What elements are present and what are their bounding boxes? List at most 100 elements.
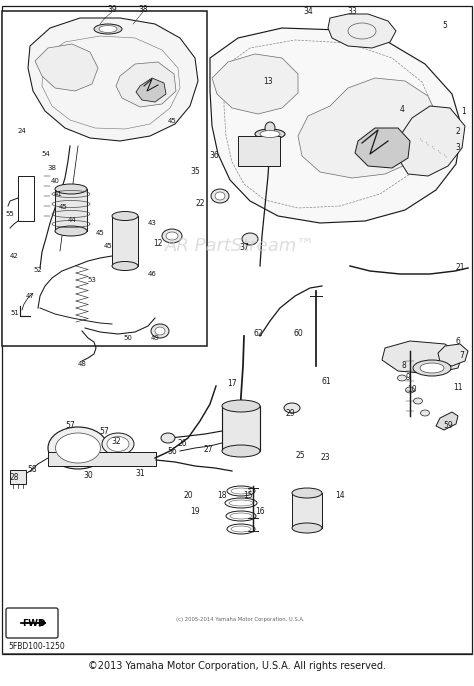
Ellipse shape xyxy=(99,25,117,32)
Text: 48: 48 xyxy=(78,361,86,367)
Text: 51: 51 xyxy=(10,310,19,316)
Ellipse shape xyxy=(405,387,414,393)
Text: 24: 24 xyxy=(18,128,27,134)
Text: 23: 23 xyxy=(320,453,330,462)
Ellipse shape xyxy=(420,363,444,373)
Text: ©2013 Yamaha Motor Corporation, U.S.A. All rights reserved.: ©2013 Yamaha Motor Corporation, U.S.A. A… xyxy=(88,661,386,671)
Text: 46: 46 xyxy=(147,271,156,277)
Text: 38: 38 xyxy=(47,165,56,171)
Text: 9: 9 xyxy=(406,373,410,383)
Text: 45: 45 xyxy=(59,204,67,210)
Polygon shape xyxy=(382,341,462,374)
Ellipse shape xyxy=(413,398,422,404)
Text: 34: 34 xyxy=(303,8,313,16)
Bar xyxy=(10,470,26,484)
Text: AR PartStream™: AR PartStream™ xyxy=(165,237,315,255)
Ellipse shape xyxy=(260,130,280,137)
Ellipse shape xyxy=(265,122,275,134)
Text: 42: 42 xyxy=(9,253,18,259)
Text: 8: 8 xyxy=(401,362,406,370)
Bar xyxy=(48,452,156,466)
Text: 18: 18 xyxy=(217,491,227,501)
Ellipse shape xyxy=(420,410,429,416)
Ellipse shape xyxy=(55,184,87,194)
Text: 47: 47 xyxy=(26,293,35,299)
Text: 6: 6 xyxy=(456,338,460,346)
Polygon shape xyxy=(436,412,458,430)
Text: 7: 7 xyxy=(460,351,465,361)
Ellipse shape xyxy=(284,403,300,413)
Text: 58: 58 xyxy=(27,466,37,475)
Polygon shape xyxy=(212,54,298,114)
Text: 41: 41 xyxy=(54,191,63,197)
Text: 15: 15 xyxy=(243,491,253,501)
Ellipse shape xyxy=(151,324,169,338)
Ellipse shape xyxy=(94,24,122,34)
Text: 45: 45 xyxy=(96,230,104,236)
Text: 37: 37 xyxy=(239,244,249,252)
Text: 22: 22 xyxy=(195,200,205,209)
Text: 5FBD100-1250: 5FBD100-1250 xyxy=(8,642,65,651)
Text: 4: 4 xyxy=(400,106,404,115)
Ellipse shape xyxy=(48,427,108,469)
Text: 55: 55 xyxy=(6,211,14,217)
Text: 16: 16 xyxy=(255,506,265,515)
Polygon shape xyxy=(136,78,166,102)
Text: 44: 44 xyxy=(68,217,76,223)
Polygon shape xyxy=(210,28,462,223)
Text: 57: 57 xyxy=(65,421,75,431)
Ellipse shape xyxy=(292,523,322,533)
Text: 33: 33 xyxy=(347,8,357,16)
Text: 43: 43 xyxy=(147,220,156,226)
Ellipse shape xyxy=(166,232,178,240)
Text: 21: 21 xyxy=(455,263,465,272)
Text: 52: 52 xyxy=(34,267,42,273)
Text: 5: 5 xyxy=(443,21,447,30)
Text: 38: 38 xyxy=(138,5,148,14)
Polygon shape xyxy=(28,18,198,141)
Text: 40: 40 xyxy=(51,178,59,184)
Ellipse shape xyxy=(255,129,285,139)
Text: 20: 20 xyxy=(183,491,193,501)
Text: 31: 31 xyxy=(135,469,145,477)
Bar xyxy=(112,216,138,266)
Ellipse shape xyxy=(222,400,260,412)
Text: 2: 2 xyxy=(456,126,460,136)
Text: 54: 54 xyxy=(42,151,50,157)
Polygon shape xyxy=(298,78,438,178)
Ellipse shape xyxy=(55,226,87,236)
FancyBboxPatch shape xyxy=(6,608,58,638)
Text: 39: 39 xyxy=(107,5,117,14)
Ellipse shape xyxy=(161,433,175,443)
Ellipse shape xyxy=(292,488,322,498)
Ellipse shape xyxy=(112,261,138,270)
Text: 50: 50 xyxy=(124,335,132,341)
Ellipse shape xyxy=(162,229,182,243)
Text: 59: 59 xyxy=(443,421,453,431)
Bar xyxy=(2,11,207,346)
Text: 49: 49 xyxy=(151,335,159,341)
Ellipse shape xyxy=(112,211,138,220)
Text: 32: 32 xyxy=(111,436,121,445)
Ellipse shape xyxy=(55,433,100,463)
Ellipse shape xyxy=(242,233,258,245)
Text: 53: 53 xyxy=(88,277,96,283)
Polygon shape xyxy=(398,106,465,176)
Text: 10: 10 xyxy=(407,386,417,394)
Text: 14: 14 xyxy=(335,491,345,501)
Polygon shape xyxy=(438,344,468,366)
Text: 27: 27 xyxy=(203,445,213,455)
Text: 29: 29 xyxy=(285,410,295,418)
Ellipse shape xyxy=(102,433,134,455)
Ellipse shape xyxy=(155,327,165,335)
Text: 3: 3 xyxy=(456,143,460,152)
Text: 25: 25 xyxy=(295,451,305,460)
Text: 13: 13 xyxy=(263,78,273,86)
Text: FWD: FWD xyxy=(22,619,46,628)
Text: 17: 17 xyxy=(227,379,237,388)
Text: 1: 1 xyxy=(462,108,466,117)
Bar xyxy=(222,406,260,451)
Ellipse shape xyxy=(107,436,129,451)
Bar xyxy=(292,493,322,528)
Text: 36: 36 xyxy=(209,152,219,161)
